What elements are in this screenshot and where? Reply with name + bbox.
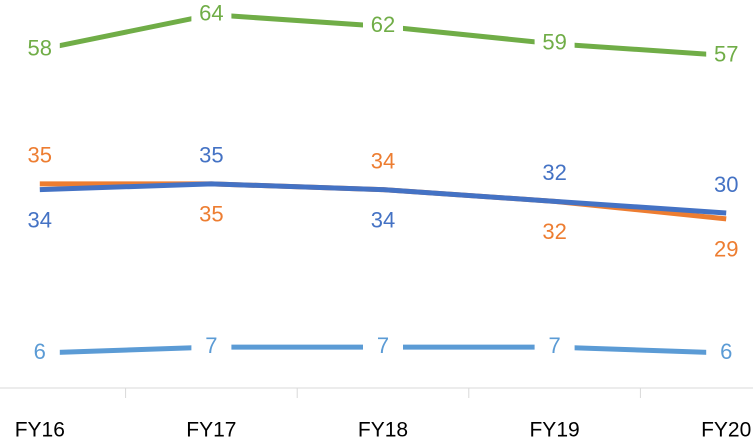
- label-background: [363, 12, 403, 41]
- data-label: 35: [199, 143, 223, 168]
- data-label: 58: [28, 35, 52, 60]
- data-label: 32: [542, 219, 566, 244]
- data-label: 29: [714, 237, 738, 262]
- label-background: [363, 333, 403, 362]
- data-label: 32: [542, 160, 566, 185]
- data-label: 64: [199, 0, 223, 25]
- data-label: 57: [714, 41, 738, 66]
- x-tick-label: FY18: [358, 419, 408, 442]
- line-series: [39, 181, 727, 216]
- data-label: 6: [720, 339, 732, 364]
- data-label: 7: [548, 333, 560, 358]
- x-tick-label: FY20: [701, 419, 751, 442]
- data-label: 34: [371, 207, 395, 232]
- data-label: 35: [28, 143, 52, 168]
- label-background: [191, 333, 232, 362]
- x-tick-label: FY19: [529, 419, 579, 442]
- x-tick-label: FY17: [186, 419, 236, 442]
- x-tick-label: FY16: [15, 419, 65, 442]
- data-label: 34: [28, 207, 52, 232]
- label-background: [534, 29, 575, 58]
- label-background: [19, 35, 60, 64]
- data-label: 59: [542, 30, 566, 55]
- label-background: [191, 0, 232, 29]
- label-background: [706, 339, 747, 367]
- data-label: 7: [205, 333, 217, 358]
- data-label: 30: [714, 172, 738, 197]
- data-label: 6: [34, 339, 46, 364]
- data-label: 7: [377, 333, 389, 358]
- data-label: 62: [371, 12, 395, 37]
- label-background: [534, 333, 575, 362]
- label-background: [19, 339, 60, 367]
- data-label: 34: [371, 148, 395, 173]
- label-background: [706, 41, 747, 70]
- data-label: 35: [199, 202, 223, 227]
